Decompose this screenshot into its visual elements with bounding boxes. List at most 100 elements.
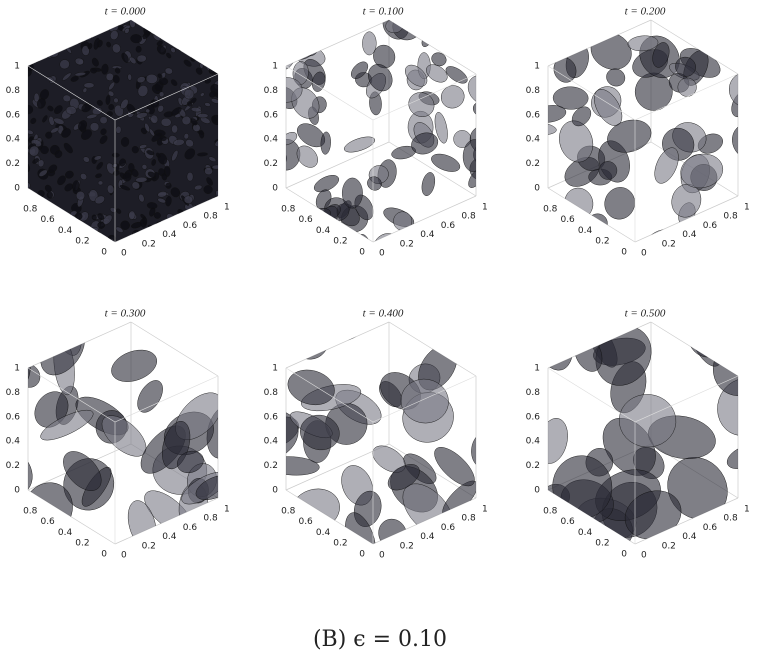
x-tick-label: 0.8 [543, 506, 558, 516]
y-tick-label: 1 [744, 203, 750, 213]
surface-blob [461, 530, 500, 565]
z-tick-label: 1 [534, 62, 540, 72]
x-tick-label: 0.2 [595, 539, 609, 549]
surface-blob [186, 211, 194, 220]
z-tick-label: 0.2 [6, 159, 20, 169]
surface-blob [704, 331, 761, 404]
y-tick-label: 0.2 [142, 239, 156, 249]
z-tick-label: 0 [14, 486, 20, 496]
y-tick-label: 1 [224, 505, 230, 515]
y-tick-label: 0.2 [662, 541, 676, 551]
panel-title: t = 0.100 [363, 6, 404, 18]
surface-blob [22, 218, 29, 224]
y-tick-label: 0.6 [703, 221, 718, 231]
surface-blob [184, 196, 193, 204]
surface-blob [280, 230, 304, 257]
surface-blob [222, 170, 231, 179]
surface-blob [200, 14, 214, 28]
surface-blob [217, 94, 228, 105]
x-tick-label: 0.6 [560, 215, 575, 225]
x-tick-label: 0.6 [298, 215, 313, 225]
surface-blob [19, 97, 28, 107]
x-tick-label: 0.2 [333, 237, 347, 247]
surface-blob [190, 233, 196, 239]
surface-blob [228, 144, 235, 154]
surface-blob [169, 16, 184, 31]
surface-blob [168, 242, 177, 248]
x-tick-label: 0.4 [578, 528, 593, 538]
surface-blob [84, 83, 94, 88]
surface-blob [128, 242, 138, 253]
x-tick-label: 0.4 [316, 528, 331, 538]
y-tick-label: 0 [121, 551, 127, 561]
surface-blob [210, 35, 220, 45]
surface-blob [220, 126, 229, 135]
surface-blob [39, 40, 46, 46]
isosurface [513, 0, 761, 263]
surface-blob [22, 17, 29, 23]
x-tick-label: 0 [101, 550, 107, 560]
surface-blob [188, 34, 203, 49]
surface-blob [221, 120, 234, 131]
surface-blob [429, 151, 462, 176]
surface-blob [220, 38, 228, 46]
surface-blob [529, 24, 555, 59]
y-tick-label: 0.8 [723, 514, 738, 524]
y-tick-label: 0 [121, 249, 127, 259]
surface-blob [186, 43, 195, 52]
z-tick-label: 0.8 [264, 388, 279, 398]
y-tick-label: 0.2 [142, 541, 156, 551]
surface-blob [62, 216, 75, 225]
z-tick-label: 0.8 [526, 86, 541, 96]
surface-blob [223, 228, 228, 236]
surface-blob [226, 52, 239, 64]
surface-blob [227, 39, 234, 49]
surface-blob [224, 54, 234, 64]
y-tick-label: 1 [482, 505, 488, 515]
x-tick-label: 0.6 [40, 517, 55, 527]
surface-blob [75, 220, 81, 229]
cube-edge [286, 322, 389, 368]
surface-blob [524, 18, 554, 37]
z-tick-label: 0.2 [526, 461, 540, 471]
z-tick-label: 0.4 [264, 437, 279, 447]
z-tick-label: 0.2 [526, 159, 540, 169]
surface-blob [128, 211, 135, 220]
z-tick-label: 0.4 [526, 437, 541, 447]
surface-blob [24, 105, 33, 114]
surface-blob [20, 198, 25, 204]
surface-blob [725, 117, 761, 166]
figure: (B) ϵ = 0.10 t = 0.00000.20.40.60.8100.2… [0, 0, 761, 660]
z-tick-label: 0.8 [264, 86, 279, 96]
surface-blob [437, 81, 469, 112]
surface-blob [143, 17, 155, 29]
z-tick-label: 1 [272, 62, 278, 72]
x-tick-label: 0.4 [58, 226, 73, 236]
surface-blob [162, 18, 171, 27]
surface-blob [200, 223, 211, 233]
surface-blob [216, 52, 223, 58]
y-tick-label: 0.4 [420, 532, 435, 542]
surface-blob [54, 235, 63, 244]
surface-blob [604, 66, 628, 89]
surface-blob [198, 113, 209, 118]
surface-blob [212, 165, 221, 170]
surface-blob [89, 22, 100, 35]
x-tick-label: 0.8 [543, 204, 558, 214]
panel: t = 0.10000.20.40.60.8100.20.40.60.800.2… [257, 5, 507, 268]
surface-blob [529, 37, 565, 61]
surface-blob [12, 223, 26, 237]
surface-blob [216, 58, 225, 67]
surface-blob [63, 235, 76, 248]
z-tick-label: 0.2 [264, 461, 278, 471]
x-tick-label: 0.4 [58, 528, 73, 538]
surface-blob [601, 184, 639, 223]
y-tick-label: 0.8 [461, 212, 476, 222]
surface-blob [31, 13, 41, 25]
panel: t = 0.50000.20.40.60.8100.20.40.60.800.2… [524, 290, 761, 580]
surface-blob [318, 313, 363, 342]
surface-blob [167, 26, 175, 36]
z-tick-label: 0.6 [526, 412, 541, 422]
x-tick-label: 0 [101, 248, 107, 258]
surface-blob [169, 36, 179, 42]
